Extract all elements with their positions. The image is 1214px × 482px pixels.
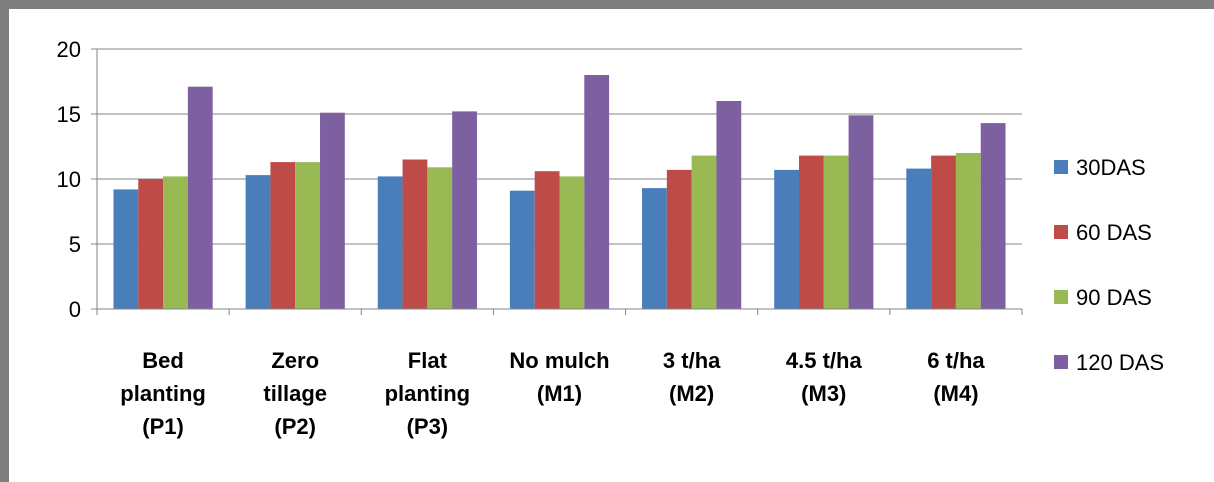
x-category-label: Flat [408, 348, 448, 373]
x-category-label: No mulch [509, 348, 609, 373]
bars [113, 75, 1006, 310]
x-category-label: Bed [142, 348, 184, 373]
x-category-label: 3 t/ha [663, 348, 721, 373]
legend-label: 120 DAS [1076, 350, 1164, 375]
axes [91, 48, 1023, 315]
legend-swatch [1054, 225, 1068, 239]
legend-swatch [1054, 160, 1068, 174]
x-category-label: (M4) [933, 381, 978, 406]
x-category-label: Zero [271, 348, 319, 373]
bar-30das [642, 188, 667, 309]
y-tick-label: 15 [57, 102, 81, 127]
x-category-label: (M3) [801, 381, 846, 406]
bar-90-das [295, 162, 321, 309]
bar-120-das [716, 101, 742, 309]
bar-60-das [270, 162, 296, 309]
legend-item: 30DAS [1054, 155, 1146, 180]
legend-label: 90 DAS [1076, 285, 1152, 310]
bar-60-das [138, 179, 164, 309]
bar-90-das [955, 153, 981, 309]
legend-swatch [1054, 290, 1068, 304]
y-tick-label: 10 [57, 167, 81, 192]
legend-item: 90 DAS [1054, 285, 1152, 310]
bar-90-das [823, 155, 849, 309]
x-category-label: 4.5 t/ha [786, 348, 863, 373]
bar-30das [113, 189, 139, 309]
legend-item: 60 DAS [1054, 220, 1152, 245]
frame-border-top [0, 0, 1214, 9]
y-tick-labels: 0 5 10 15 20 [57, 37, 81, 322]
bar-30das [377, 176, 403, 309]
y-tick-label: 0 [69, 297, 81, 322]
x-category-label: (M2) [669, 381, 714, 406]
x-category-label: 6 t/ha [927, 348, 985, 373]
x-category-label: (P2) [274, 414, 316, 439]
x-category-label: (P1) [142, 414, 184, 439]
y-tick-label: 5 [69, 232, 81, 257]
legend-label: 30DAS [1076, 155, 1146, 180]
bar-90-das [691, 155, 717, 309]
bar-60-das [798, 155, 824, 309]
legend-label: 60 DAS [1076, 220, 1152, 245]
x-category-label: planting [120, 381, 206, 406]
x-category-label: (P3) [407, 414, 449, 439]
bar-120-das [320, 112, 345, 309]
bar-120-das [584, 75, 610, 309]
legend-swatch [1054, 355, 1068, 369]
bar-60-das [534, 171, 560, 309]
bar-60-das [402, 159, 428, 309]
x-category-label: planting [385, 381, 471, 406]
frame-border-left [0, 0, 9, 482]
bar-120-das [848, 115, 874, 309]
bar-30das [906, 168, 932, 309]
x-category-label: tillage [263, 381, 327, 406]
bar-120-das [187, 86, 213, 309]
bar-90-das [163, 176, 188, 309]
bar-120-das [452, 111, 477, 310]
legend-item: 120 DAS [1054, 350, 1164, 375]
y-tick-label: 20 [57, 37, 81, 62]
bar-90-das [427, 167, 453, 309]
legend: 30DAS 60 DAS 90 DAS 120 DAS [1054, 155, 1164, 375]
x-category-labels: Bed planting (P1) Zero tillage (P2) Flat planti… [120, 348, 985, 439]
x-category-label: (M1) [537, 381, 582, 406]
bar-120-das [980, 123, 1006, 309]
bar-30das [509, 190, 535, 309]
bar-90-das [559, 176, 585, 309]
bar-60-das [931, 155, 956, 309]
bar-30das [245, 175, 271, 309]
bar-30das [774, 169, 799, 309]
bar-60-das [666, 169, 692, 309]
